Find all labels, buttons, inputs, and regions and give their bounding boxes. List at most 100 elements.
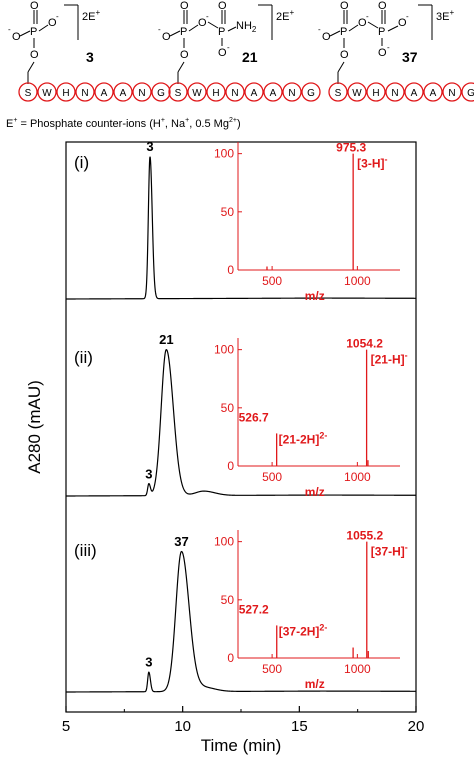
atom-label: O: [378, 47, 387, 59]
panel-label: (i): [74, 153, 89, 172]
residue-H: H: [212, 88, 219, 99]
residue-A: A: [411, 88, 418, 99]
atom-label: O: [218, 0, 227, 12]
charge-label: -: [227, 43, 230, 52]
peak-label-21: 21: [159, 332, 173, 347]
residue-H: H: [62, 88, 69, 99]
panel-label: (iii): [74, 541, 97, 560]
inset-y-tick-label: 100: [214, 535, 234, 549]
inset-y-tick-label: 50: [221, 401, 235, 415]
inset-x-axis-title: m/z: [305, 677, 325, 691]
inset-x-axis-title: m/z: [305, 289, 325, 303]
atom-label: O: [48, 17, 57, 29]
atom-label: O: [198, 17, 207, 29]
residue-circle: [18, 82, 38, 102]
panel-label: (ii): [74, 348, 93, 367]
residue-A: A: [251, 88, 258, 99]
y-axis-title: A280 (mAU): [25, 380, 44, 474]
chromatogram-line: [66, 349, 416, 497]
residue-A: A: [430, 88, 437, 99]
structure-3: O- POO-O2E+3S W H N A A N G: [8, 0, 171, 102]
residue-circle: [113, 82, 133, 102]
ms-ion-label: [37-H]-: [371, 543, 408, 559]
residue-circle: [132, 82, 152, 102]
residue-A: A: [101, 88, 108, 99]
inset-x-tick-label: 500: [262, 274, 282, 288]
atom-label: O: [378, 0, 387, 12]
residue-A: A: [270, 88, 277, 99]
bond: [367, 21, 379, 29]
inset-y-tick-label: 100: [214, 147, 234, 161]
charge-label: -: [387, 43, 390, 52]
charge-total: 2E+: [82, 8, 100, 23]
chromatogram-line: [66, 550, 416, 693]
inset-x-axis-title: m/z: [305, 485, 325, 499]
atom-label: O: [30, 49, 39, 61]
bond: [348, 24, 359, 32]
charge-label: -: [406, 12, 409, 21]
inset-y-tick-label: 50: [221, 205, 235, 219]
atom-label: O: [322, 31, 331, 43]
bond: [337, 61, 345, 73]
atom-label: O: [358, 17, 367, 29]
bond: [227, 26, 237, 32]
residue-A: A: [120, 88, 127, 99]
residue-circle: [56, 82, 76, 102]
x-axis-title: Time (min): [201, 736, 282, 755]
inset-x-tick-label: 1000: [344, 470, 371, 484]
residue-N: N: [231, 88, 238, 99]
residue-N: N: [288, 88, 295, 99]
charge-label: -: [158, 25, 161, 34]
x-tick-label: 15: [291, 718, 308, 735]
bond: [19, 30, 31, 37]
trace-3: (iii) 3 37 0 50 100 500 1000 m/z 527.2 [37-2H]2- 10…: [66, 529, 416, 693]
atom-label: O: [162, 31, 171, 43]
inset-y-tick-label: 0: [227, 459, 234, 473]
bond: [207, 21, 219, 29]
atom-label: O: [180, 49, 189, 61]
residue-W: W: [42, 88, 52, 99]
bond: [387, 25, 399, 32]
atom-label: O: [30, 0, 39, 12]
residue-S: S: [175, 88, 182, 99]
residue-circle: [168, 82, 188, 102]
inset-x-tick-label: 1000: [344, 662, 371, 676]
residue-W: W: [352, 88, 362, 99]
compound-number: 21: [242, 49, 258, 65]
charge-label: -: [318, 25, 321, 34]
charge-label: -: [56, 12, 59, 21]
counter-ion-legend: E+ = Phosphate counter-ions (H+, Na+, 0.…: [6, 117, 241, 130]
peak-label-3: 3: [146, 139, 153, 154]
atom-label: O: [12, 31, 21, 43]
residue-circle: [244, 82, 264, 102]
residue-circle: [94, 82, 114, 102]
ms-ion-label: [21-H]-: [371, 351, 408, 367]
plot-frame: [65, 141, 417, 713]
residue-S: S: [25, 88, 32, 99]
charge-total: 3E+: [436, 8, 454, 23]
peak-label-37: 37: [174, 534, 188, 549]
ms-mz-label: 975.3: [336, 141, 366, 155]
residue-H: H: [372, 88, 379, 99]
residue-circle: [263, 82, 283, 102]
terminal-group: NH2: [236, 20, 257, 34]
atom-label: O: [340, 0, 349, 12]
atom-label: O: [340, 49, 349, 61]
residue-circle: [75, 82, 95, 102]
trace-1: (i) 3 0 50 100 500 1000 m/z 975.3[3-H]-: [66, 139, 416, 303]
residue-circle: [187, 82, 207, 102]
atom-label: P: [218, 26, 225, 38]
ms-ion-label: [21-2H]2-: [279, 430, 328, 446]
bond: [177, 61, 185, 73]
residue-circle: [423, 82, 443, 102]
residue-circle: [225, 82, 245, 102]
atom-label: P: [378, 26, 385, 38]
atom-label: O: [218, 47, 227, 59]
residue-circle: [328, 82, 348, 102]
trace-2: (ii) 3 21 0 50 100 500 1000 m/z 526.7 [21-2H]2- 105…: [66, 332, 416, 499]
residue-S: S: [335, 88, 342, 99]
residue-circle: [206, 82, 226, 102]
x-tick-label: 20: [408, 718, 425, 735]
